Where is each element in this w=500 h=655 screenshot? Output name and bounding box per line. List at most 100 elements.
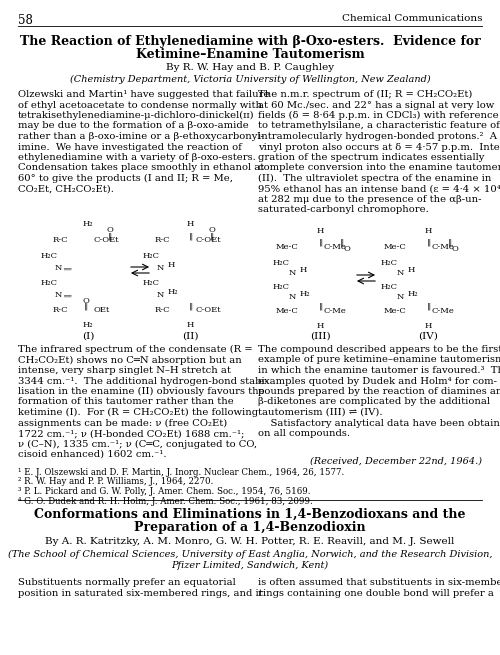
Text: examples quoted by Dudek and Holm⁴ for com-: examples quoted by Dudek and Holm⁴ for c… bbox=[258, 377, 497, 386]
Text: Me-C: Me-C bbox=[384, 243, 406, 251]
Text: cisoid enhanced) 1602 cm.⁻¹.: cisoid enhanced) 1602 cm.⁻¹. bbox=[18, 450, 167, 459]
Text: example of pure ketimine–enamine tautomerism: example of pure ketimine–enamine tautome… bbox=[258, 356, 500, 364]
Text: tautomerism (III) ⇌ (IV).: tautomerism (III) ⇌ (IV). bbox=[258, 408, 382, 417]
Text: ‖: ‖ bbox=[64, 267, 72, 270]
Text: H: H bbox=[300, 266, 308, 274]
Text: rather than a β-oxo-imine or a β-ethoxycarbonyl-: rather than a β-oxo-imine or a β-ethoxyc… bbox=[18, 132, 264, 141]
Text: Chemical Communications: Chemical Communications bbox=[342, 14, 482, 23]
Text: OEt: OEt bbox=[93, 306, 110, 314]
Text: N: N bbox=[396, 293, 404, 301]
Text: rings containing one double bond will prefer a: rings containing one double bond will pr… bbox=[258, 588, 494, 597]
Text: ‖: ‖ bbox=[64, 293, 72, 297]
Text: Me-C: Me-C bbox=[275, 307, 298, 315]
Text: H₂C: H₂C bbox=[381, 283, 398, 291]
Text: Me-C: Me-C bbox=[384, 307, 406, 315]
Text: C-OEt: C-OEt bbox=[195, 236, 220, 244]
Text: may be due to the formation of a β-oxo-amide: may be due to the formation of a β-oxo-a… bbox=[18, 121, 249, 130]
Text: Conformations and Eliminations in 1,4-Benzodioxans and the: Conformations and Eliminations in 1,4-Be… bbox=[34, 508, 466, 521]
Text: C-Me: C-Me bbox=[432, 307, 455, 315]
Text: ◡: ◡ bbox=[92, 238, 96, 242]
Text: The compound described appears to be the first: The compound described appears to be the… bbox=[258, 345, 500, 354]
Text: O: O bbox=[106, 226, 114, 234]
Text: (III): (III) bbox=[310, 332, 330, 341]
Text: (IV): (IV) bbox=[418, 332, 438, 341]
Text: ‖: ‖ bbox=[210, 232, 214, 240]
Text: Condensation takes place smoothly in ethanol at: Condensation takes place smoothly in eth… bbox=[18, 164, 264, 172]
Text: (I): (I) bbox=[82, 332, 94, 341]
Text: ν (C–N), 1335 cm.⁻¹; ν (C═C, conjugated to CO,: ν (C–N), 1335 cm.⁻¹; ν (C═C, conjugated … bbox=[18, 440, 257, 449]
Text: H₂: H₂ bbox=[408, 290, 418, 298]
Text: Substituents normally prefer an equatorial: Substituents normally prefer an equatori… bbox=[18, 578, 236, 587]
Text: ⁴ G. O. Dudek and R. H. Holm, J. Amer. Chem. Soc., 1961, 83, 2099.: ⁴ G. O. Dudek and R. H. Holm, J. Amer. C… bbox=[18, 496, 313, 506]
Text: assignments can be made: ν (free CO₂Et): assignments can be made: ν (free CO₂Et) bbox=[18, 419, 227, 428]
Text: β-diketones are complicated by the additional: β-diketones are complicated by the addit… bbox=[258, 398, 490, 407]
Text: H: H bbox=[408, 266, 416, 274]
Text: H: H bbox=[316, 227, 324, 235]
Text: at 60 Mc./sec. and 22° has a signal at very low: at 60 Mc./sec. and 22° has a signal at v… bbox=[258, 100, 494, 109]
Text: ‖: ‖ bbox=[108, 232, 112, 240]
Text: ‖: ‖ bbox=[427, 239, 431, 247]
Text: ‖: ‖ bbox=[448, 239, 452, 247]
Text: H: H bbox=[168, 261, 175, 269]
Text: C-OEt: C-OEt bbox=[195, 306, 220, 314]
Text: (II): (II) bbox=[182, 332, 198, 341]
Text: tetrakisethylenediamine-μ-dichloro-dinickel(ɪɪ): tetrakisethylenediamine-μ-dichloro-dinic… bbox=[18, 111, 255, 120]
Text: ¹ E. J. Olszewski and D. F. Martin, J. Inorg. Nuclear Chem., 1964, 26, 1577.: ¹ E. J. Olszewski and D. F. Martin, J. I… bbox=[18, 468, 344, 477]
Text: C-OEt: C-OEt bbox=[93, 236, 118, 244]
Text: O: O bbox=[344, 245, 351, 253]
Text: C-Me: C-Me bbox=[324, 307, 347, 315]
Text: ‖: ‖ bbox=[84, 302, 88, 310]
Text: C-Me: C-Me bbox=[432, 243, 455, 251]
Text: 1722 cm.⁻¹; ν (H-bonded CO₂Et) 1688 cm.⁻¹;: 1722 cm.⁻¹; ν (H-bonded CO₂Et) 1688 cm.⁻… bbox=[18, 429, 244, 438]
Text: R-C: R-C bbox=[52, 306, 68, 314]
Text: CO₂Et, CH₂CO₂Et).: CO₂Et, CH₂CO₂Et). bbox=[18, 185, 114, 193]
Text: N: N bbox=[288, 293, 296, 301]
Text: intramolecularly hydrogen-bonded protons.²  A: intramolecularly hydrogen-bonded protons… bbox=[258, 132, 497, 141]
Text: ‖: ‖ bbox=[319, 303, 323, 311]
Text: lisation in the enamine (II) obviously favours the: lisation in the enamine (II) obviously f… bbox=[18, 387, 264, 396]
Text: O: O bbox=[452, 245, 459, 253]
Text: By A. R. Katritzky, A. M. Monro, G. W. H. Potter, R. E. Reavill, and M. J. Sewel: By A. R. Katritzky, A. M. Monro, G. W. H… bbox=[46, 537, 455, 546]
Text: H₂: H₂ bbox=[168, 288, 178, 296]
Text: H: H bbox=[186, 220, 194, 228]
Text: H₂C: H₂C bbox=[381, 259, 398, 267]
Text: Ketimine–Enamine Tautomerism: Ketimine–Enamine Tautomerism bbox=[136, 48, 364, 61]
Text: N: N bbox=[156, 291, 164, 299]
Text: pounds prepared by the reaction of diamines and: pounds prepared by the reaction of diami… bbox=[258, 387, 500, 396]
Text: fields (δ = 8·64 p.p.m. in CDCl₃) with reference: fields (δ = 8·64 p.p.m. in CDCl₃) with r… bbox=[258, 111, 498, 120]
Text: on all compounds.: on all compounds. bbox=[258, 429, 350, 438]
Text: ³ P. L. Pickard and G. W. Polly, J. Amer. Chem. Soc., 1954, 76, 5169.: ³ P. L. Pickard and G. W. Polly, J. Amer… bbox=[18, 487, 310, 496]
Text: ‖: ‖ bbox=[189, 302, 193, 310]
Text: intense, very sharp singlet N–H stretch at: intense, very sharp singlet N–H stretch … bbox=[18, 366, 231, 375]
Text: H: H bbox=[424, 227, 432, 235]
Text: The infrared spectrum of the condensate (R =: The infrared spectrum of the condensate … bbox=[18, 345, 252, 354]
Text: N: N bbox=[156, 264, 164, 272]
Text: O: O bbox=[82, 297, 89, 305]
Text: O: O bbox=[208, 226, 216, 234]
Text: 3344 cm.⁻¹.  The additional hydrogen-bond stabi-: 3344 cm.⁻¹. The additional hydrogen-bond… bbox=[18, 377, 268, 386]
Text: 60° to give the products (I and II; R = Me,: 60° to give the products (I and II; R = … bbox=[18, 174, 233, 183]
Text: H₂C: H₂C bbox=[41, 279, 58, 287]
Text: (Received, December 22nd, 1964.): (Received, December 22nd, 1964.) bbox=[310, 457, 482, 466]
Text: H₂C: H₂C bbox=[143, 279, 160, 287]
Text: The n.m.r. spectrum of (II; R = CH₂CO₂Et): The n.m.r. spectrum of (II; R = CH₂CO₂Et… bbox=[258, 90, 472, 99]
Text: ketimine (I).  For (R = CH₂CO₂Et) the following: ketimine (I). For (R = CH₂CO₂Et) the fol… bbox=[18, 408, 258, 417]
Text: C-Me: C-Me bbox=[324, 243, 347, 251]
Text: N: N bbox=[54, 264, 62, 272]
Text: ‖: ‖ bbox=[319, 239, 323, 247]
Text: H₂: H₂ bbox=[82, 321, 94, 329]
Text: ‖: ‖ bbox=[427, 303, 431, 311]
Text: R-C: R-C bbox=[154, 236, 170, 244]
Text: By R. W. Hay and B. P. Caughley: By R. W. Hay and B. P. Caughley bbox=[166, 63, 334, 72]
Text: N: N bbox=[396, 269, 404, 277]
Text: vinyl proton also occurs at δ = 4·57 p.p.m.  Inte-: vinyl proton also occurs at δ = 4·57 p.p… bbox=[258, 143, 500, 151]
Text: R-C: R-C bbox=[154, 306, 170, 314]
Text: 58: 58 bbox=[18, 14, 33, 27]
Text: ethylenediamine with a variety of β-oxo-esters.: ethylenediamine with a variety of β-oxo-… bbox=[18, 153, 256, 162]
Text: H₂C: H₂C bbox=[41, 252, 58, 260]
Text: ² R. W. Hay and P. P. Williams, J., 1964, 2270.: ² R. W. Hay and P. P. Williams, J., 1964… bbox=[18, 477, 214, 487]
Text: CH₂CO₂Et) shows no C═N absorption but an: CH₂CO₂Et) shows no C═N absorption but an bbox=[18, 356, 242, 365]
Text: N: N bbox=[54, 291, 62, 299]
Text: R-C: R-C bbox=[52, 236, 68, 244]
Text: H₂: H₂ bbox=[300, 290, 310, 298]
